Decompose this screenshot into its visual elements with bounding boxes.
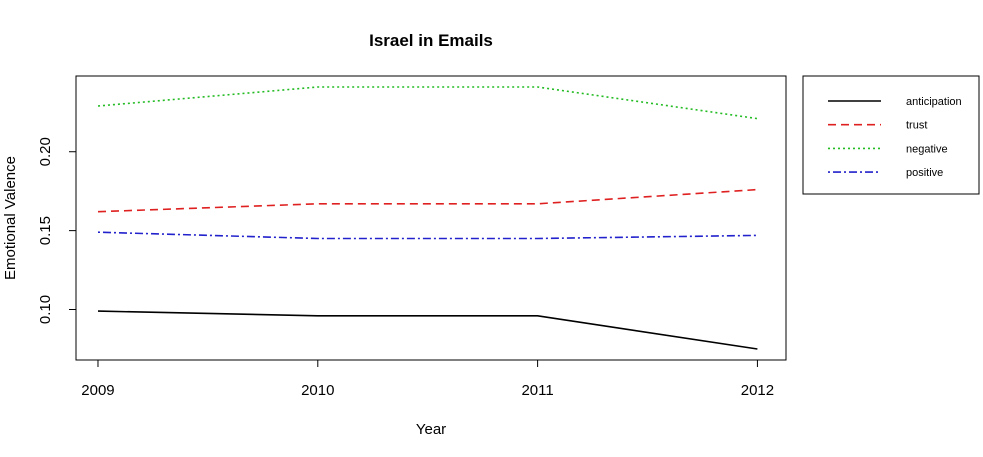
- plot-area-border: [75, 75, 787, 361]
- x-axis: 2009 2010 2011 2012: [81, 359, 774, 399]
- series-line-positive: [97, 231, 758, 240]
- x-tick-label: 2012: [741, 382, 774, 399]
- y-tick-label: 0.10: [37, 295, 54, 324]
- y-axis: 0.10 0.15 0.20: [37, 137, 77, 324]
- legend-items: anticipation trust negative positive: [828, 96, 962, 179]
- series-group: [97, 86, 758, 350]
- legend-label-trust: trust: [906, 120, 927, 132]
- series-line-trust: [97, 188, 758, 213]
- legend-box: [802, 75, 980, 195]
- y-axis-label: Emotional Valence: [2, 156, 19, 280]
- legend: anticipation trust negative positive: [802, 75, 980, 195]
- series-line-negative: [97, 86, 758, 120]
- y-tick-label: 0.20: [37, 137, 54, 166]
- series-line-anticipation: [97, 310, 758, 350]
- x-tick-label: 2010: [301, 382, 334, 399]
- legend-label-anticipation: anticipation: [906, 96, 962, 108]
- legend-label-positive: positive: [906, 167, 943, 179]
- legend-label-negative: negative: [906, 143, 948, 155]
- chart-title: Israel in Emails: [369, 31, 493, 50]
- y-tick-label: 0.15: [37, 216, 54, 245]
- x-tick-label: 2011: [521, 382, 553, 399]
- x-axis-label: Year: [416, 421, 446, 438]
- x-tick-label: 2009: [81, 382, 114, 399]
